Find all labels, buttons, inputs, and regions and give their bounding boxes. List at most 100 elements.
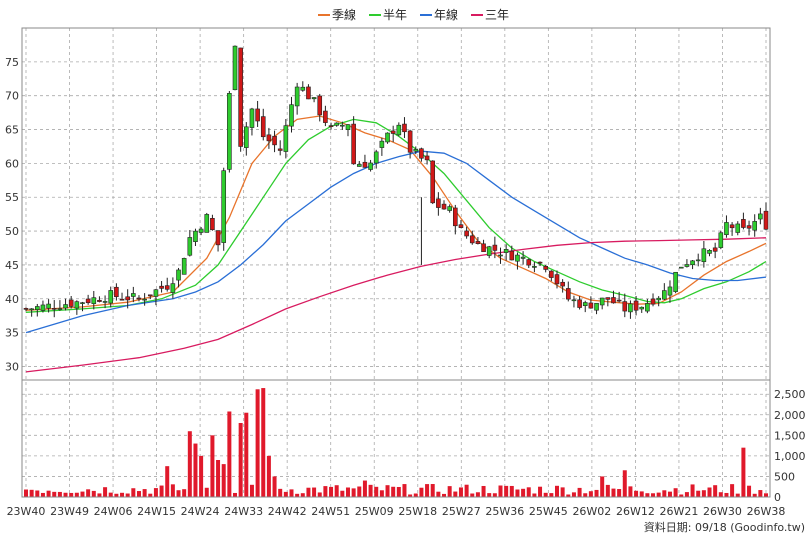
volume-bar (385, 485, 390, 497)
volume-bar (120, 492, 125, 497)
volume-bar (295, 493, 300, 497)
candle-body (554, 274, 560, 285)
x-tick-label: 26W12 (616, 505, 655, 518)
volume-bar (453, 491, 458, 497)
volume-bar (594, 489, 599, 497)
candle-body (746, 225, 752, 229)
volume-bar (244, 412, 249, 497)
candles (23, 45, 769, 319)
volume-bar (187, 431, 192, 497)
volume-bar (24, 489, 28, 497)
volume-bar (103, 487, 108, 497)
volume-bar (464, 484, 469, 497)
volume-bar (735, 493, 740, 497)
candle-body (622, 301, 628, 312)
volume-tick-label: 2,500 (774, 388, 806, 401)
candle-body (164, 285, 170, 290)
candle-body (486, 246, 492, 256)
volume-bar (747, 485, 752, 497)
candle-body (193, 230, 198, 242)
candle-body (605, 297, 611, 300)
x-tick-label: 24W24 (181, 505, 220, 518)
candle-body (532, 266, 537, 268)
volume-bar (498, 485, 503, 497)
volume-bar (470, 493, 475, 497)
x-tick-label: 25W27 (442, 505, 481, 518)
volume-bar (718, 492, 723, 497)
candle-body (91, 297, 97, 304)
candle-body (662, 290, 667, 300)
candle-body (40, 304, 46, 311)
volume-bar (684, 492, 689, 497)
volume-bar (300, 493, 305, 497)
candle-body (594, 302, 599, 311)
volume-bar (481, 485, 486, 497)
volume-bar (600, 476, 605, 497)
volume-bar (487, 493, 492, 497)
candle-body (436, 198, 441, 208)
volume-bar (357, 486, 362, 497)
candle-body (396, 124, 402, 136)
candle-body (673, 271, 678, 292)
candle-body (678, 266, 684, 269)
candle-body (763, 210, 769, 230)
x-tick-label: 24W51 (311, 505, 350, 518)
volume-bar (764, 493, 768, 497)
candle-body (498, 254, 503, 257)
candle-body (639, 306, 645, 310)
x-tick-label: 26W38 (747, 505, 786, 518)
candle-body (63, 304, 68, 309)
volume-bar (532, 493, 537, 497)
volume-bar (29, 489, 34, 497)
volume-bar (108, 492, 113, 497)
candle-body (277, 148, 283, 151)
volume-bar (475, 492, 480, 497)
candle-body (328, 125, 334, 127)
volume-bar (538, 486, 543, 497)
volume-bar (91, 490, 96, 497)
volume-bar (656, 492, 661, 497)
candle-body (633, 300, 639, 311)
volume-bar (639, 491, 644, 497)
candle-body (170, 283, 176, 293)
candle-body (131, 293, 136, 297)
candle-body (97, 299, 102, 302)
volume-bar (701, 490, 706, 497)
volume-bar (266, 455, 271, 497)
candle-body (424, 155, 430, 161)
volume-bar (261, 388, 266, 497)
candle-body (249, 108, 255, 128)
volume-bar (131, 488, 136, 497)
price-tick-label: 30 (5, 360, 19, 373)
candle-body (526, 259, 532, 266)
candle-body (729, 224, 735, 229)
candle-body (385, 132, 390, 143)
candle-body (430, 160, 436, 204)
candle-body (645, 303, 650, 312)
volume-bar (458, 487, 463, 497)
candle-body (108, 290, 114, 304)
volume-bar (221, 464, 226, 497)
x-tick-label: 24W33 (224, 505, 263, 518)
candle-body (628, 303, 633, 313)
volume-bar (419, 487, 424, 497)
volume-bar (571, 492, 576, 497)
volume-bar (204, 487, 209, 497)
volume-bar (628, 486, 633, 497)
volume-bar (40, 492, 45, 497)
candle-body (351, 123, 356, 165)
volume-bar (255, 389, 260, 497)
x-tick-label: 25W18 (398, 505, 437, 518)
candle-body (475, 241, 481, 244)
volume-bar (193, 443, 198, 497)
volume-bar (391, 486, 396, 497)
x-tick-label: 26W21 (660, 505, 699, 518)
price-tick-label: 55 (5, 191, 19, 204)
candle-body (515, 254, 520, 262)
candle-body (311, 97, 317, 100)
price-tick-label: 60 (5, 157, 19, 170)
candle-body (356, 164, 362, 167)
volume-bar (667, 491, 672, 497)
x-tick-label: 25W45 (529, 505, 568, 518)
volume-bar (306, 487, 311, 497)
